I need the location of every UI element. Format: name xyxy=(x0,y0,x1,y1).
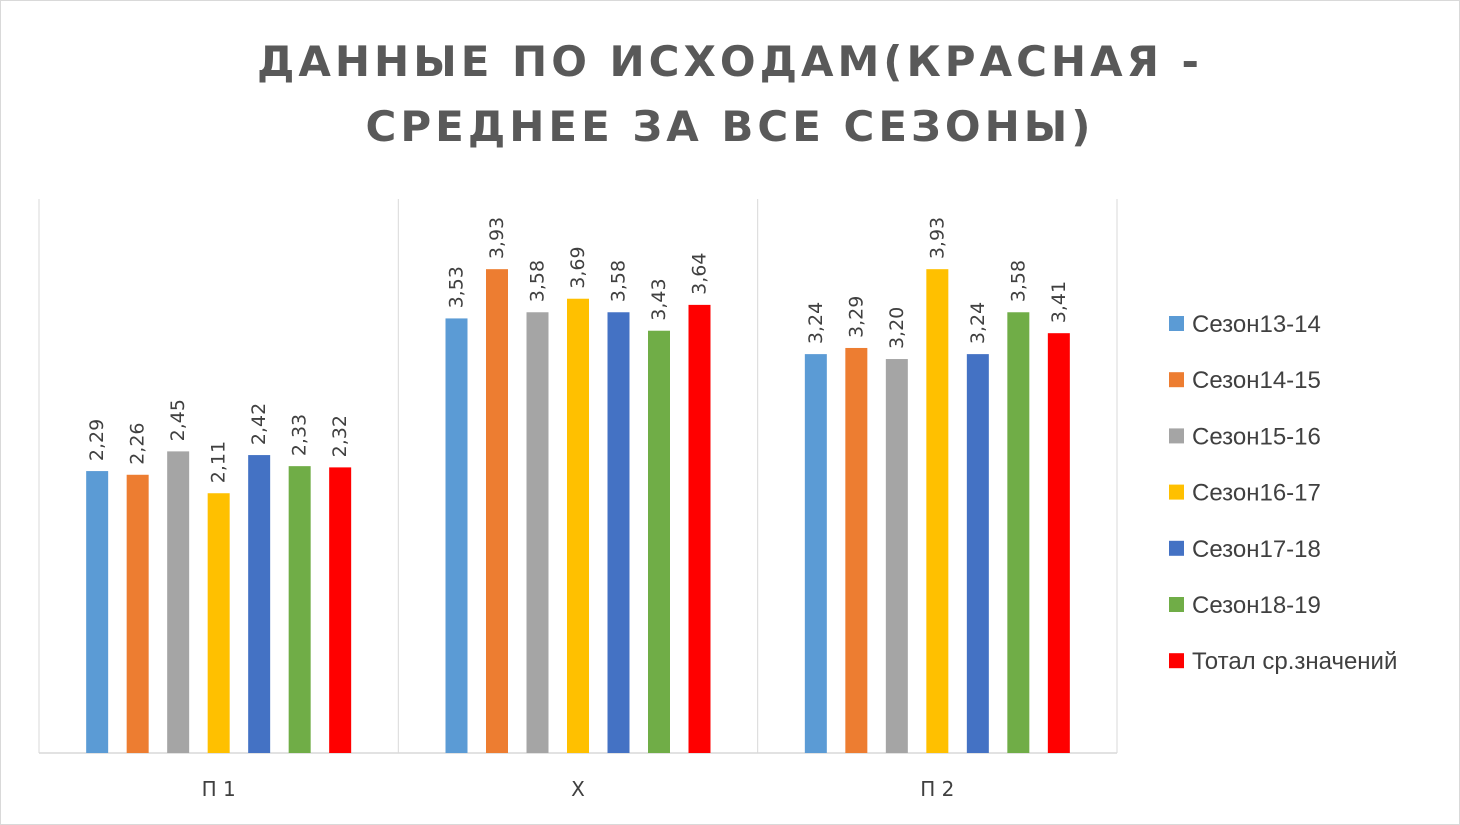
data-label: 2,45 xyxy=(167,399,189,441)
data-label: 2,26 xyxy=(127,422,149,464)
bar xyxy=(526,312,549,753)
legend-swatch xyxy=(1169,653,1184,669)
legend: Сезон13-14 Сезон14-15 Сезон15-16 Сезон16-17… xyxy=(1169,311,1397,675)
category-label: Х xyxy=(571,777,585,801)
data-label: 2,33 xyxy=(289,414,311,456)
bar xyxy=(126,474,149,753)
category-label: П 2 xyxy=(920,777,954,801)
data-label: 2,11 xyxy=(208,441,230,483)
legend-label: Тотал ср.значений xyxy=(1192,648,1397,675)
bar xyxy=(648,330,670,753)
data-label: 2,42 xyxy=(248,403,270,445)
data-label: 3,41 xyxy=(1048,281,1070,323)
data-labels: 2,29 2,26 2,45 2,11 2,42 2,33 2,32 3,53 3,93 3,58… xyxy=(86,217,1070,483)
legend-label: Сезон17-18 xyxy=(1192,536,1321,563)
data-label: 3,93 xyxy=(486,217,508,259)
bar xyxy=(688,304,711,753)
legend-item: Тотал ср.значений xyxy=(1169,648,1397,675)
legend-label: Сезон15-16 xyxy=(1192,423,1321,450)
bar xyxy=(885,359,908,753)
data-label: 3,29 xyxy=(845,296,867,338)
legend-swatch xyxy=(1169,372,1184,388)
legend-swatch xyxy=(1169,597,1184,612)
data-label: 3,93 xyxy=(926,217,948,259)
bar xyxy=(167,451,190,753)
bar xyxy=(845,347,868,753)
legend-label: Сезон18-19 xyxy=(1192,592,1321,619)
legend-label: Сезон16-17 xyxy=(1192,480,1321,507)
data-label: 3,53 xyxy=(446,266,468,308)
data-label: 3,69 xyxy=(567,246,589,288)
data-label: 2,29 xyxy=(86,419,108,461)
bar xyxy=(248,455,271,753)
legend-item: Сезон14-15 xyxy=(1169,367,1321,394)
data-label: 3,20 xyxy=(886,307,908,349)
legend-item: Сезон15-16 xyxy=(1169,423,1321,450)
bar xyxy=(1047,333,1070,753)
category-axis: П 1 Х П 2 xyxy=(202,777,955,801)
data-label: 2,32 xyxy=(329,415,351,457)
bar xyxy=(607,312,630,753)
data-label: 3,58 xyxy=(608,260,630,302)
bar xyxy=(486,269,508,753)
legend-swatch xyxy=(1169,484,1184,500)
bar xyxy=(966,354,989,753)
bar xyxy=(329,467,352,753)
bar xyxy=(567,298,589,753)
bar xyxy=(926,269,949,753)
data-label: 3,64 xyxy=(689,253,711,295)
data-label: 3,24 xyxy=(967,302,989,344)
legend-item: Сезон13-14 xyxy=(1169,311,1321,338)
category-label: П 1 xyxy=(202,777,236,801)
legend-swatch xyxy=(1169,540,1184,556)
bar xyxy=(86,471,109,753)
bar xyxy=(288,466,311,753)
chart-title-line-1: ДАННЫЕ ПО ИСХОДАМ(КРАСНАЯ - xyxy=(257,37,1203,86)
data-label: 3,58 xyxy=(1007,260,1029,302)
bar xyxy=(207,493,230,753)
bar xyxy=(1007,312,1030,753)
legend-label: Сезон14-15 xyxy=(1192,367,1321,394)
legend-swatch xyxy=(1169,316,1184,331)
plot-area xyxy=(38,199,1118,754)
legend-item: Сезон17-18 xyxy=(1169,536,1321,563)
legend-item: Сезон18-19 xyxy=(1169,592,1321,619)
data-label: 3,58 xyxy=(527,260,549,302)
bar xyxy=(804,354,827,753)
legend-label: Сезон13-14 xyxy=(1192,311,1321,338)
legend-swatch xyxy=(1169,428,1184,444)
data-label: 3,43 xyxy=(648,278,670,320)
bar xyxy=(445,318,468,753)
chart-title-line-2: СРЕДНЕЕ ЗА ВСЕ СЕЗОНЫ) xyxy=(366,102,1095,151)
data-label: 3,24 xyxy=(805,302,827,344)
legend-item: Сезон16-17 xyxy=(1169,480,1321,507)
